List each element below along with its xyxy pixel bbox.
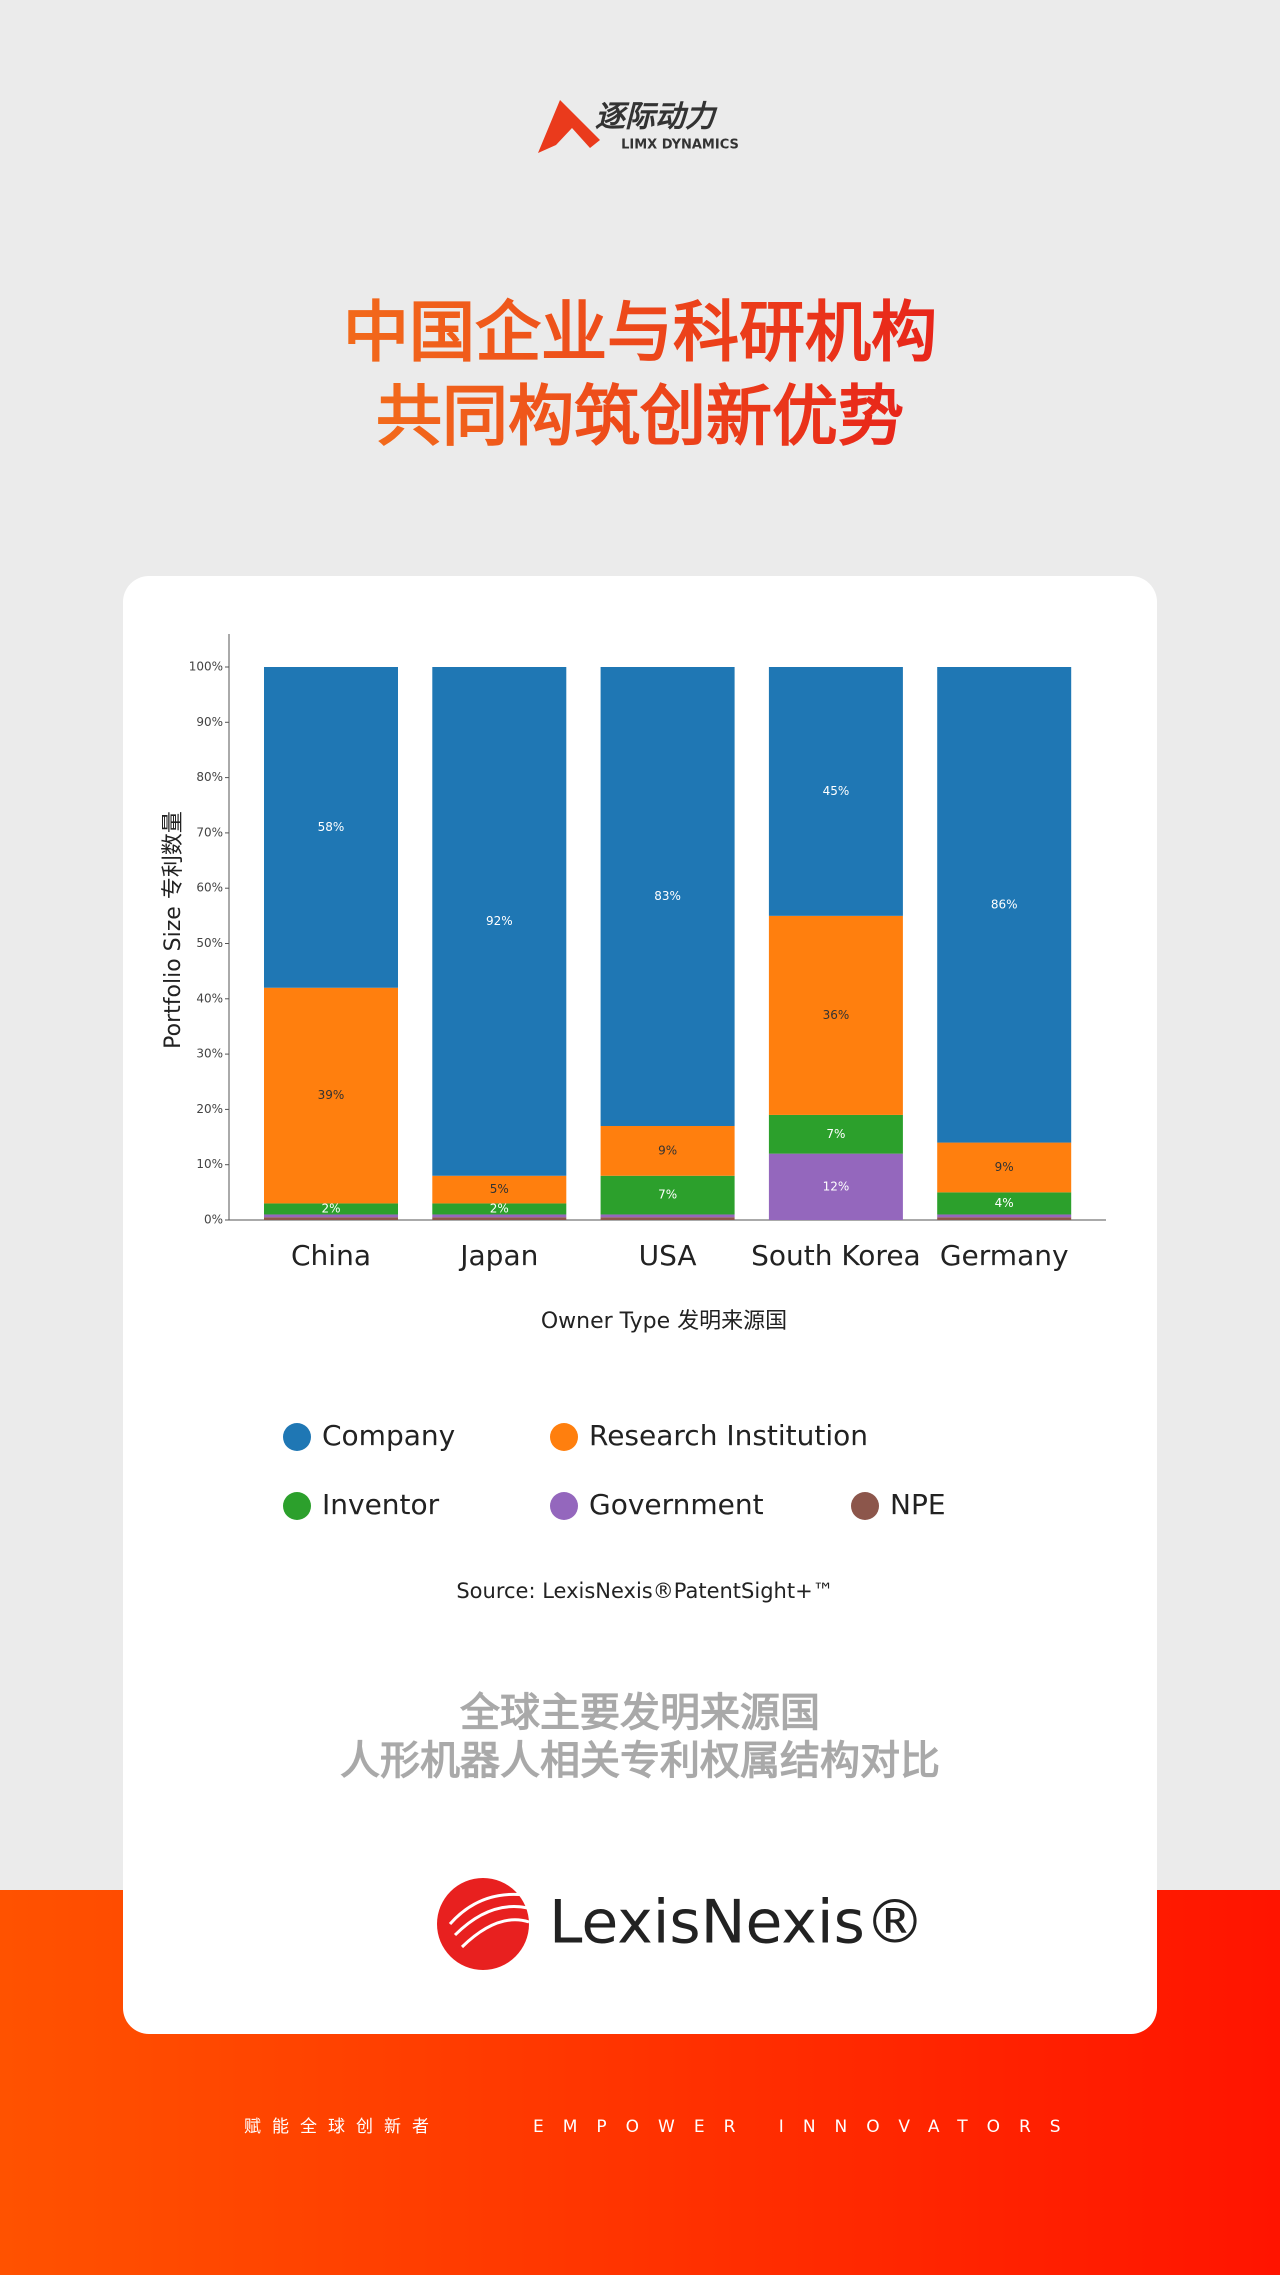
logo-name: 逐际动力 <box>595 100 718 135</box>
caption: 全球主要发明来源国 <box>459 1690 820 1736</box>
data-label: 45% <box>823 784 850 798</box>
bar-segment <box>432 1203 567 1215</box>
caption: 人形机器人相关专利权属结构对比 <box>340 1738 940 1784</box>
legend-label: Inventor <box>322 1488 440 1521</box>
x-tick-label: China <box>291 1239 371 1272</box>
x-tick-label: South Korea <box>751 1239 921 1272</box>
y-tick-label: 40% <box>196 991 223 1005</box>
footer-en: EMPOWER INNOVATORS <box>533 2117 1080 2137</box>
y-tick-label: 70% <box>196 825 223 839</box>
y-tick-label: 90% <box>196 715 223 729</box>
bar-segment <box>432 667 567 1176</box>
y-tick-label: 10% <box>196 1157 223 1171</box>
y-tick-label: 60% <box>196 881 223 895</box>
x-tick-label: Japan <box>458 1239 538 1272</box>
data-label: 4% <box>995 1196 1014 1210</box>
data-label: 5% <box>490 1182 509 1196</box>
legend-marker <box>283 1423 311 1451</box>
bar-segment <box>264 1214 398 1218</box>
y-tick-label: 50% <box>196 936 223 950</box>
brand: LexisNexis® <box>549 1888 925 1958</box>
bar-segment <box>432 1175 567 1204</box>
x-axis-label: Owner Type 发明来源国 <box>541 1309 787 1334</box>
legend-marker <box>283 1492 311 1520</box>
bar-segment <box>264 1203 398 1215</box>
bar-segment <box>937 1192 1072 1215</box>
brand-mark <box>437 1878 529 1970</box>
bar-segment <box>264 1217 398 1220</box>
source: Source: LexisNexis®PatentSight+™ <box>456 1579 833 1603</box>
bar-segment <box>768 915 903 1115</box>
y-tick-label: 20% <box>196 1102 223 1116</box>
y-tick-label: 30% <box>196 1047 223 1061</box>
bar-segment <box>600 1175 735 1215</box>
y-tick-label: 0% <box>204 1213 223 1227</box>
chart: 0% 10% 20% 30% 40% 50% 60% 70% 80% 90% 100% Portfol… <box>161 634 1106 1603</box>
x-tick-label: USA <box>639 1239 697 1272</box>
bar-segment <box>264 987 398 1204</box>
legend-label: Company <box>322 1419 455 1452</box>
legend-marker <box>550 1492 578 1520</box>
logo-mark <box>538 100 600 153</box>
y-tick-label: 100% <box>189 660 223 674</box>
logo-sub: LIMX DYNAMICS <box>621 138 739 153</box>
bar-segment <box>937 1214 1072 1218</box>
y-axis-label: Portfolio Size 专利数量 <box>161 811 186 1049</box>
legend-label: Government <box>589 1488 764 1521</box>
bar-segment <box>600 1214 735 1218</box>
bar-segment <box>600 1125 735 1176</box>
bar-segment <box>264 667 398 988</box>
data-label: 7% <box>826 1127 845 1141</box>
data-label: 39% <box>318 1088 345 1102</box>
footer-cn: 赋能全球创新者 <box>244 2117 440 2137</box>
x-tick-label: Germany <box>940 1239 1069 1272</box>
data-label: 7% <box>658 1188 677 1202</box>
bar-segment <box>432 1217 567 1220</box>
data-label: 83% <box>654 889 681 903</box>
data-label: 92% <box>486 914 513 928</box>
data-label: 36% <box>823 1008 850 1022</box>
data-label: 12% <box>823 1179 850 1193</box>
bar-segment <box>432 1214 567 1218</box>
brand-mark-lines <box>448 1892 530 1949</box>
bar-segment <box>600 667 735 1126</box>
data-label: 9% <box>995 1160 1014 1174</box>
title: 中国企业与科研机构 <box>343 294 937 371</box>
data-label: 2% <box>321 1201 340 1215</box>
bar-segment <box>768 1153 903 1220</box>
bar-segment <box>937 1217 1072 1220</box>
bar-segment <box>937 1142 1072 1193</box>
legend-label: NPE <box>890 1488 946 1521</box>
legend-label: Research Institution <box>589 1419 868 1452</box>
legend-marker <box>851 1492 879 1520</box>
data-label: 2% <box>490 1201 509 1215</box>
bar-segment <box>600 1217 735 1220</box>
y-tick-label: 80% <box>196 770 223 784</box>
title: 共同构筑创新优势 <box>376 378 904 455</box>
legend-marker <box>550 1423 578 1451</box>
data-label: 9% <box>658 1143 677 1157</box>
data-label: 86% <box>991 897 1018 911</box>
data-label: 58% <box>318 820 345 834</box>
bar-segment <box>768 1114 903 1154</box>
bar-segment <box>768 667 903 916</box>
bar-segment <box>937 667 1072 1143</box>
